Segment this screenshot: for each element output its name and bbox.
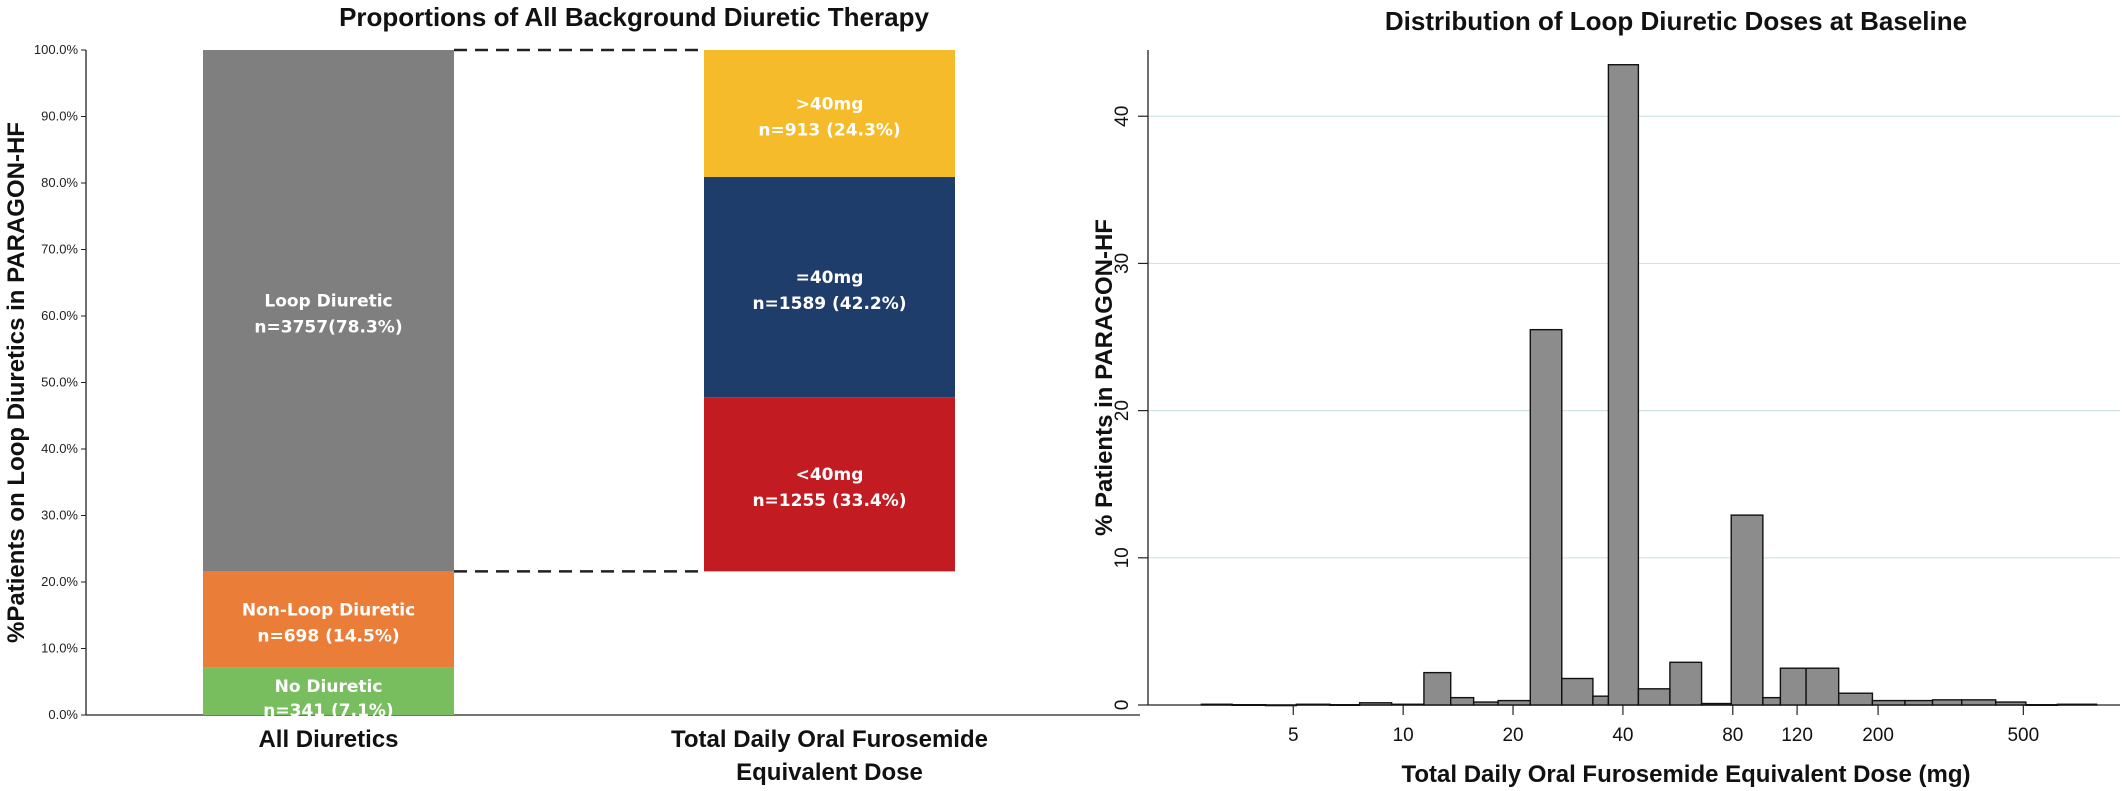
histogram-bar [1200,703,1233,706]
left-y-axis-label: %Patients on Loop Diuretics in PARAGON-H… [3,122,30,643]
left-y-tick-label: 20.0% [41,574,78,589]
histogram-bar [2056,703,2098,706]
histogram-bar [1730,514,1764,706]
segment-label: =40mg [796,268,864,288]
histogram-bar [1904,699,1934,706]
histogram-bar [1472,701,1499,706]
histogram-bar [1637,688,1671,706]
left-bars: No Diuretic n=341 (7.1%) Non-Loop Diuretic… [203,50,955,721]
histogram-bar [1329,704,1361,707]
histogram-bar [1805,667,1840,706]
left-x-category-label: Total Daily Oral Furosemide [671,726,988,753]
histogram-bar [1592,695,1610,706]
histogram-bar [1994,701,2027,706]
histogram-bar [1231,704,1267,707]
histogram-bar [1871,699,1906,706]
segment-label: Loop Diuretic [264,292,392,312]
histogram-bar [1390,703,1425,706]
right-y-axis-label: % Patients in PARAGON-HF [1091,219,1118,536]
left-x-category-label: All Diuretics [258,726,398,753]
histogram-bar [1295,703,1331,706]
left-y-tick-label: 70.0% [41,242,78,257]
right-y-tick-label: 40 [1112,106,1133,127]
left-y-tick-label: 0.0% [48,707,78,722]
histogram-bar [1931,699,1963,706]
histogram-bar [1762,696,1782,706]
segment-count-label: n=3757(78.3%) [254,318,402,338]
histogram-bars [1200,64,2098,707]
right-y-tick-label: 30 [1112,253,1133,274]
stacked-bar-chart: Proportions of All Background Diuretic T… [3,2,1140,786]
right-x-tick-label: 5 [1288,725,1299,746]
histogram-chart: Distribution of Loop Diuretic Doses at B… [1091,6,2120,788]
segment-label: <40mg [796,465,864,485]
right-x-axis-label: Total Daily Oral Furosemide Equivalent D… [1401,761,1970,788]
left-y-ticks: 0.0% 10.0% 20.0% 30.0% 40.0% 50.0% 60.0% 70.0% 8… [34,42,86,722]
histogram-bar [1779,667,1807,706]
right-x-tick-label: 40 [1612,725,1633,746]
left-y-tick-label: 40.0% [41,441,78,456]
histogram-bar [1423,671,1452,706]
right-y-ticks: 0 10 20 30 40 [1112,106,1148,711]
left-y-tick-label: 10.0% [41,641,78,656]
bar-segment [704,177,955,398]
segment-count-label: n=341 (7.1%) [263,701,393,721]
right-x-tick-label: 10 [1393,725,1414,746]
left-y-tick-label: 90.0% [41,109,78,124]
right-chart-title: Distribution of Loop Diuretic Doses at B… [1385,6,1967,36]
histogram-bar [1497,699,1531,706]
left-y-tick-label: 100.0% [34,42,79,57]
left-chart-title: Proportions of All Background Diuretic T… [339,2,929,32]
histogram-bar [1264,704,1298,707]
left-y-tick-label: 50.0% [41,375,78,390]
left-y-tick-label: 80.0% [41,175,78,190]
right-x-ticks: 5 10 20 40 80 120 200 500 [1288,705,2039,746]
bar-segment [203,50,454,572]
segment-count-label: n=913 (24.3%) [758,121,900,141]
right-x-tick-label: 500 [2007,725,2039,746]
segment-label: >40mg [796,95,864,115]
histogram-bar [1450,696,1475,706]
histogram-bar [1961,699,1997,706]
right-x-tick-label: 20 [1502,725,1523,746]
histogram-bar [1700,702,1732,706]
segment-label: No Diuretic [275,677,383,697]
right-x-tick-label: 200 [1862,725,1894,746]
histogram-bar [1529,328,1563,706]
bar-segment [203,571,454,668]
left-x-category-label-line2: Equivalent Dose [736,759,923,786]
left-x-labels: All Diuretics Total Daily Oral Furosemide… [258,726,988,786]
connector-lines [454,48,704,573]
segment-label: Non-Loop Diuretic [242,601,415,621]
segment-count-label: n=1589 (42.2%) [752,294,906,314]
histogram-bar [1669,661,1703,706]
bar-segment [704,50,955,178]
right-y-tick-label: 20 [1112,400,1133,421]
right-x-tick-label: 80 [1722,725,1743,746]
histogram-bar [1561,677,1594,706]
segment-count-label: n=698 (14.5%) [257,627,399,647]
histogram-bar [1358,702,1393,706]
histogram-bar [1607,64,1640,706]
bar-segment [203,667,454,715]
right-x-tick-label: 120 [1781,725,1813,746]
histogram-bar [2025,704,2059,707]
left-y-tick-label: 30.0% [41,508,78,523]
left-y-tick-label: 60.0% [41,308,78,323]
right-y-tick-label: 10 [1112,547,1133,568]
right-y-tick-label: 0 [1112,700,1133,711]
histogram-bar [1837,692,1874,706]
bar-segment [704,397,955,572]
segment-count-label: n=1255 (33.4%) [752,491,906,511]
